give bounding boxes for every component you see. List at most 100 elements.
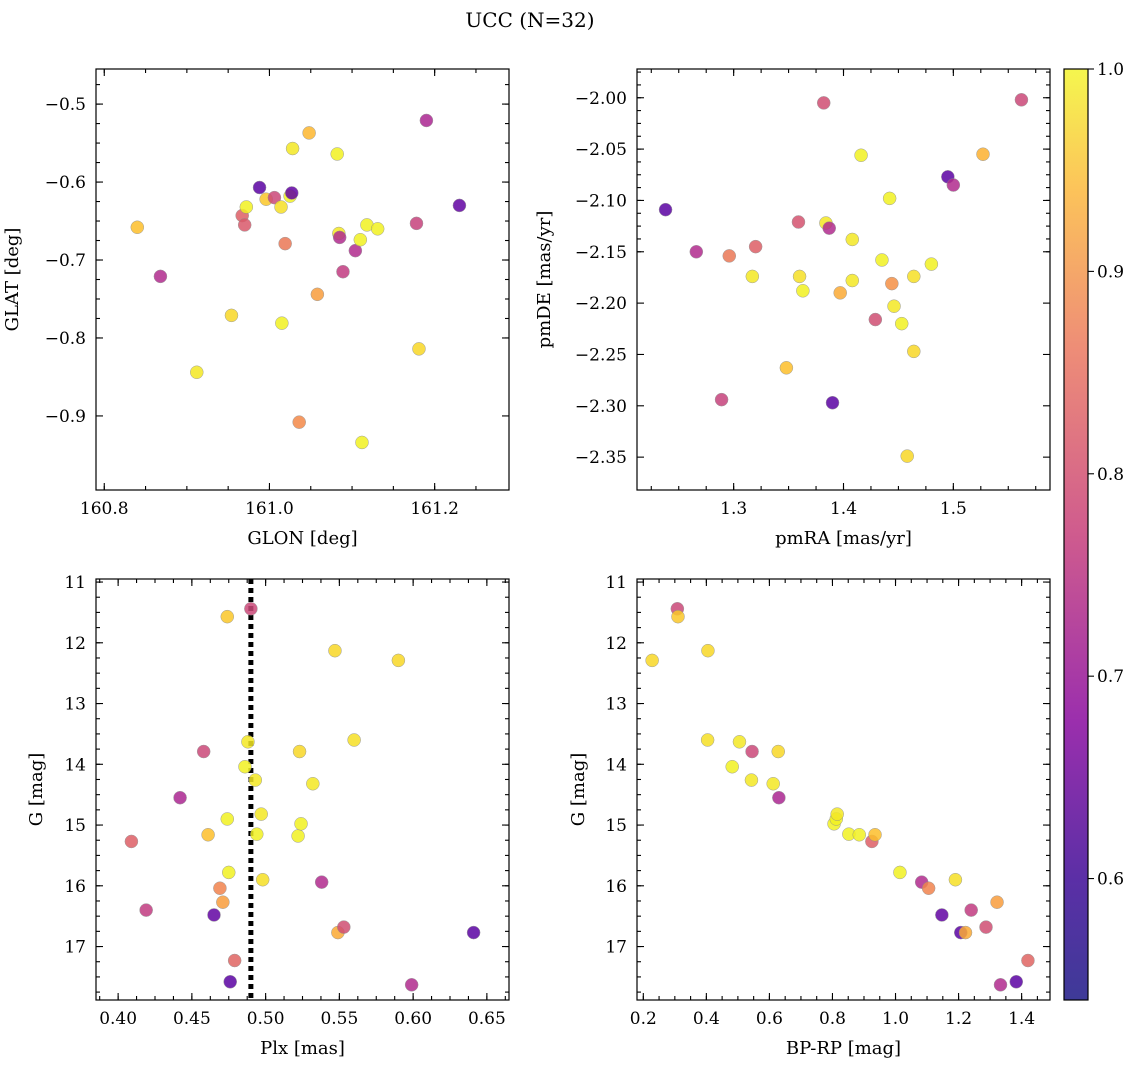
scatter-point [671,609,685,624]
scatter-point [124,834,139,849]
x-tick-label: 161.0 [245,499,294,519]
scatter-point [292,744,307,759]
scatter-point [404,978,419,992]
scatter-point [714,392,729,407]
scatter-point [830,807,844,821]
scatter-point [766,776,780,791]
y-tick-label: 17 [64,938,86,958]
x-tick-label: 0.8 [819,1009,846,1029]
y-tick-label: −0.6 [45,173,86,193]
scatter-point [946,178,961,192]
x-tick-label: 0.60 [394,1009,432,1029]
scatter-point [306,776,320,791]
y-tick-label: −2.10 [575,191,627,211]
x-axis-label: BP-RP [mag] [786,1038,901,1059]
scatter-point [894,316,909,331]
scatter-point [845,273,860,288]
scatter-point [882,191,897,206]
scatter-point [689,245,704,259]
scatter-point [241,735,255,749]
y-tick-label: −2.25 [575,345,627,365]
y-tick-label: −2.20 [575,294,627,314]
scatter-point [924,257,939,271]
y-tick-label: 12 [605,634,627,654]
scatter-point [239,200,254,214]
scatter-point [964,903,978,917]
scatter-point [207,908,221,922]
scatter-point [275,316,289,330]
scatter-point [255,872,270,887]
scatter-point [173,790,187,805]
x-tick-label: 1.3 [720,499,747,519]
scatter-point [314,875,329,889]
scatter-point [1009,975,1024,989]
colorbar-tick-label: 1.0 [1097,60,1124,80]
scatter-panel-4: 0.2 0.4 0.6 0.8 1.0 1.2 1.4 11 12 13 14 15 16 17 BP-RP… [568,573,1051,1059]
plot-area [658,93,1029,463]
y-tick-label: −2.00 [575,89,627,109]
scatter-point [285,141,300,156]
scatter-point [244,602,258,616]
scatter-point [976,147,990,161]
scatter-point [237,218,252,232]
figure-title: UCC (N=32) [465,8,594,32]
scatter-point [294,817,308,831]
x-axis-label: Plx [mas] [260,1038,345,1059]
scatter-point [725,759,739,774]
scatter-point [935,908,949,922]
scatter-point [816,96,831,110]
plot-area [645,602,1035,992]
scatter-point [409,216,424,231]
x-tick-label: 1.2 [945,1009,972,1029]
scatter-point [887,299,901,313]
x-tick-label: 1.5 [940,499,967,519]
scatter-point [700,733,715,747]
scatter-point [370,222,385,236]
scatter-point [854,148,868,163]
x-tick-label: 0.55 [320,1009,358,1029]
scatter-point [791,215,806,229]
scatter-point [224,308,239,323]
scatter-point [885,276,899,291]
scatter-point [216,895,230,909]
scatter-panel-1: 160.8 161.0 161.2 −0.5 −0.6 −0.7 −0.8 −0.9 GLON … [2,68,510,549]
scatter-point [153,269,168,284]
scatter-point [302,126,316,140]
x-tick-label: 0.6 [756,1009,783,1029]
scatter-point [796,284,810,298]
scatter-point [732,735,747,749]
x-tick-label: 1.4 [830,499,857,519]
scatter-point [722,249,737,263]
scatter-point [701,643,715,658]
y-tick-label: 12 [64,634,86,654]
scatter-point [139,903,153,917]
scatter-point [452,198,467,213]
colorbar-tick-label: 0.6 [1097,870,1124,890]
scatter-point [771,744,785,759]
plot-area [124,579,481,1000]
y-tick-label: 11 [605,573,627,593]
scatter-point [466,925,481,940]
scatter-point [250,827,264,841]
scatter-point [267,190,282,205]
axes-frame [95,68,510,491]
scatter-point [330,147,344,161]
axes-frame [95,578,510,1001]
y-axis-label: G [mag] [568,753,589,826]
scatter-point [852,828,867,842]
scatter-point [238,759,252,774]
scatter-point [748,239,763,254]
scatter-point [948,872,963,887]
scatter-point [993,978,1008,992]
scatter-point [772,790,786,805]
scatter-point [336,264,350,279]
scatter-point [845,232,860,247]
y-tick-label: −2.30 [575,397,627,417]
scatter-point [196,744,211,759]
y-tick-label: 14 [64,755,86,775]
y-tick-label: −2.15 [575,243,627,263]
scatter-point [745,269,760,284]
scatter-point [744,773,759,787]
scatter-point [658,202,673,217]
scatter-point [220,609,235,624]
